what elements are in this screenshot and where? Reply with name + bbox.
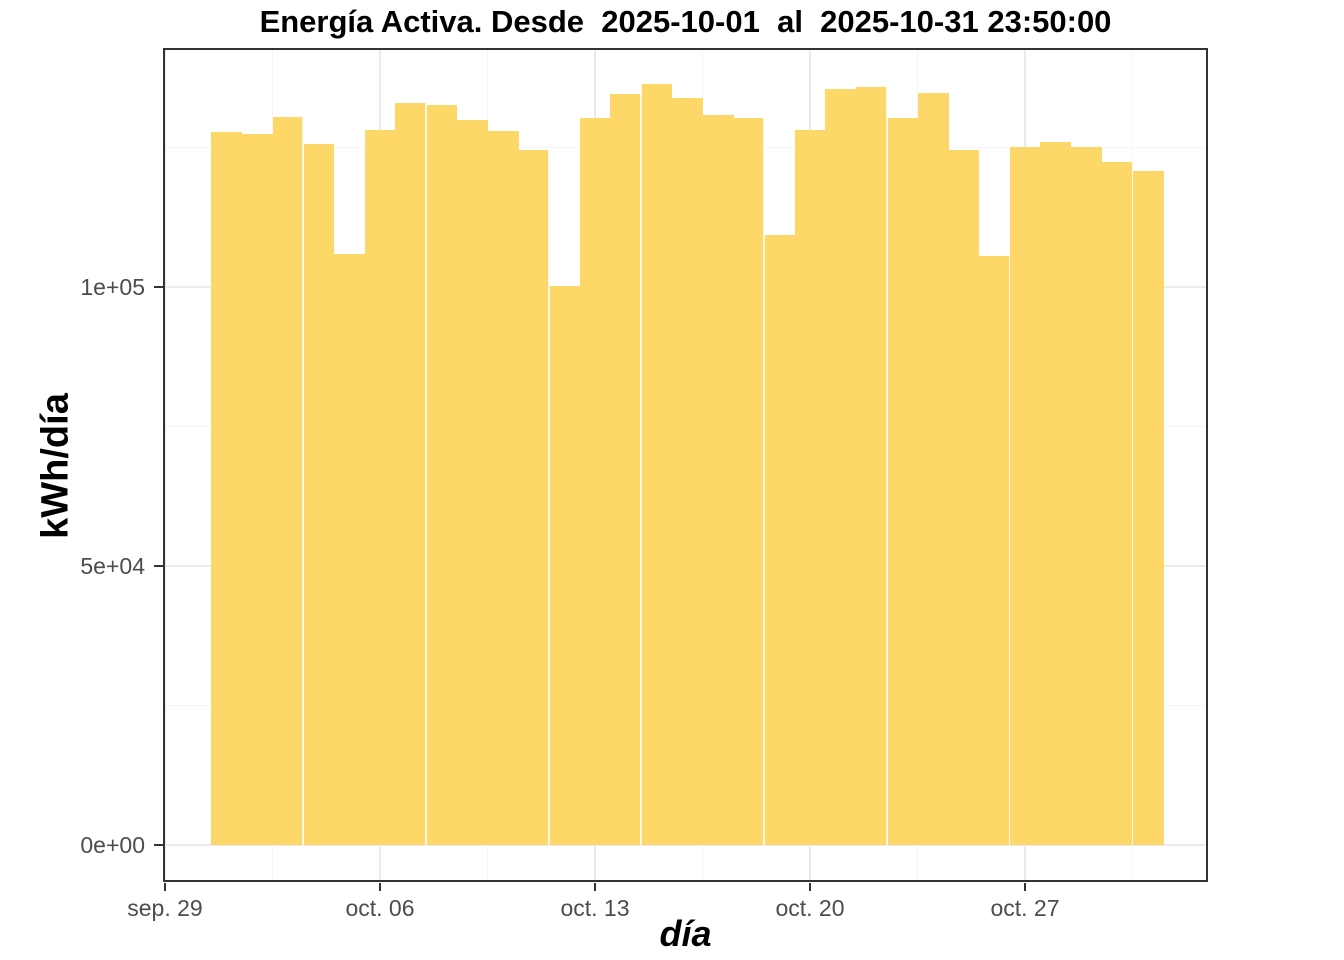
bar-seam xyxy=(640,84,642,845)
bar-2025-10-05 xyxy=(333,254,366,845)
y-axis-title: kWh/día xyxy=(34,393,77,539)
bar-2025-10-30 xyxy=(1101,162,1133,845)
x-tick-label: oct. 06 xyxy=(345,895,415,921)
x-tick-mark xyxy=(164,883,166,891)
bar-2025-10-13 xyxy=(579,117,611,845)
bar-2025-10-08 xyxy=(426,105,458,845)
bar-seam xyxy=(1008,146,1011,845)
bar-2025-10-19 xyxy=(763,235,796,845)
bar-seam xyxy=(302,116,304,845)
x-tick-mark xyxy=(379,883,381,891)
bar-2025-10-01 xyxy=(211,131,243,845)
bar-seam xyxy=(425,103,427,845)
bar-2025-10-21 xyxy=(825,89,857,845)
bar-2025-10-16 xyxy=(671,97,703,845)
bar-2025-10-15 xyxy=(641,84,673,845)
bar-2025-10-06 xyxy=(364,129,396,845)
x-tick-mark xyxy=(594,883,596,891)
bar-2025-10-04 xyxy=(303,143,335,845)
y-tick-mark xyxy=(154,286,163,288)
bar-2025-10-14 xyxy=(610,94,642,845)
bar-2025-10-29 xyxy=(1071,146,1103,845)
bar-2025-10-31 xyxy=(1132,171,1164,845)
bar-2025-10-23 xyxy=(886,117,918,845)
x-tick-mark xyxy=(1024,883,1026,891)
y-tick-label: 0e+00 xyxy=(80,832,145,858)
bar-2025-10-07 xyxy=(395,103,427,845)
bar-2025-10-03 xyxy=(272,116,304,845)
x-tick-label: oct. 27 xyxy=(990,895,1060,921)
bar-2025-10-26 xyxy=(978,255,1011,845)
bar-seam xyxy=(548,149,550,845)
bar-2025-10-09 xyxy=(456,119,488,845)
bar-2025-10-18 xyxy=(733,118,765,845)
bar-2025-10-24 xyxy=(917,93,949,845)
x-tick-mark xyxy=(809,883,811,891)
bar-2025-10-10 xyxy=(487,131,519,845)
bar-2025-10-27 xyxy=(1009,146,1041,845)
x-tick-label: oct. 13 xyxy=(560,895,630,921)
plot-panel xyxy=(163,48,1208,882)
y-tick-mark xyxy=(154,565,163,567)
y-tick-label: 1e+05 xyxy=(80,274,145,300)
bar-seam xyxy=(1131,162,1134,845)
bar-2025-10-22 xyxy=(856,86,888,845)
chart-title: Energía Activa. Desde 2025-10-01 al 2025… xyxy=(259,4,1112,39)
bar-2025-10-25 xyxy=(948,150,980,845)
y-tick-mark xyxy=(154,844,163,846)
bar-2025-10-02 xyxy=(241,133,273,845)
x-tick-label: sep. 29 xyxy=(127,895,203,921)
x-axis-title: día xyxy=(659,913,712,954)
y-tick-label: 5e+04 xyxy=(80,553,145,579)
bar-2025-10-20 xyxy=(794,129,826,845)
bar-2025-10-11 xyxy=(518,149,550,845)
bar-2025-10-12 xyxy=(548,285,581,845)
gridline-v-major xyxy=(164,48,166,882)
gridline-h-major xyxy=(163,844,1208,846)
x-tick-label: oct. 20 xyxy=(775,895,845,921)
bar-2025-10-28 xyxy=(1040,142,1072,845)
bar-seam xyxy=(886,86,888,845)
bar-seam xyxy=(763,118,765,845)
bar-2025-10-17 xyxy=(702,115,734,845)
